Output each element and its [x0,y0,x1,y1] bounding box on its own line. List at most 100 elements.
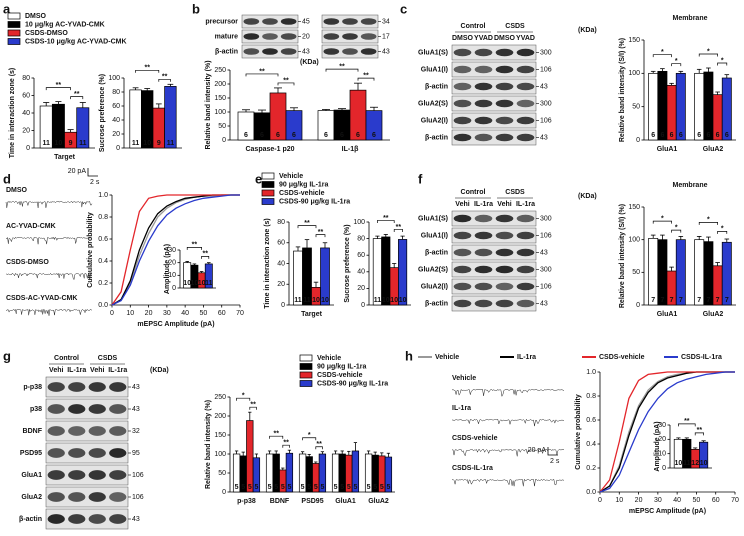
significance-bracket [698,222,718,225]
y-tick-label: 60 [22,92,30,99]
blot-row-label: p38 [30,406,42,413]
sample-size: 7 [697,297,701,304]
blot-band [47,382,65,392]
lane-label: Vehi [49,367,63,374]
legend-marker [7,12,21,20]
blot-band [88,448,106,458]
sample-size: 6 [651,132,655,139]
significance-label: * [675,224,678,231]
y-tick-label: 60 [112,103,120,110]
blot-band [453,116,472,125]
scale-x-label: 2 s [550,458,560,465]
blot-row-label: β-actin [425,83,448,90]
sample-size: 6 [340,132,344,139]
y-axis-label: Relative band intensity (S/I) (%) [619,38,626,142]
blot-band [474,248,493,257]
bar [246,420,254,493]
legend-label: DMSO [25,13,47,20]
legend-label: CSDS-vehicle [279,190,325,197]
trace-label: Vehicle [452,375,476,382]
bar [675,239,686,306]
blot-band [360,48,377,55]
x-tick-label: GluA1 [335,498,356,505]
blot-band [323,33,340,40]
y-tick-label: 250 [214,67,226,74]
significance-label: ** [144,65,150,72]
y-tick-label: 50 [218,123,226,130]
blot-band [47,514,65,524]
kda-unit: (KDa) [578,193,597,200]
sample-size: 10 [198,280,206,287]
significance-bracket [671,63,682,67]
sample-size: 5 [241,484,245,491]
significance-label: * [308,432,311,439]
significance-label: ** [250,402,256,409]
blot-band [109,514,127,524]
significance-bracket [678,423,696,427]
lane-label: IL-1ra [474,201,493,208]
y-tick-label: 1.0 [586,369,596,376]
blot-band [453,282,472,291]
y-tick-label: 100 [214,109,226,116]
blot-band [88,404,106,414]
bar [675,72,686,141]
sample-size: 10 [700,460,708,467]
kda-label: 300 [540,266,552,273]
sample-size: 11 [79,140,87,147]
x-tick-label: GluA2 [703,311,724,318]
trace [5,200,93,208]
x-tick-label: 60 [712,497,720,504]
blot-band [474,99,493,108]
lane-label: YVAD [516,35,535,42]
group-label: Control [461,189,486,196]
y-tick-label: 200 [214,81,226,88]
lane-label: YVAD [474,35,493,42]
y-tick-label: 150 [628,37,640,44]
sample-size: 12 [691,460,699,467]
bar [721,241,732,306]
x-tick-label: 50 [200,310,208,317]
lane-label: Vehi [497,201,511,208]
significance-bracket [325,68,359,72]
significance-bracket [158,78,171,82]
significance-label: ** [273,431,279,438]
blot-band [516,299,535,308]
sample-size: 10 [321,297,329,304]
scale-y-label: 20 pA [68,168,87,175]
blot-band [342,48,358,55]
sample-size: 5 [347,484,351,491]
blot-band [495,133,514,142]
blot-band [280,48,297,55]
x-tick-label: GluA1 [657,311,678,318]
blot-band [109,470,127,480]
blot-band [495,65,514,74]
y-tick-label: 0.8 [586,393,596,400]
kda-label: 95 [132,450,140,457]
kda-label: 32 [132,428,140,435]
significance-label: ** [339,64,345,71]
legend-label: 10 μg/kg AC-YVAD-CMK [25,21,105,28]
blot-row-label: PSD95 [20,450,42,457]
kda-label: 300 [540,100,552,107]
bar [703,71,714,141]
kda-label: 43 [382,48,390,55]
sample-size: 5 [334,484,338,491]
x-tick-label: BDNF [270,498,290,505]
significance-label: ** [304,220,310,227]
legend-marker [299,380,313,387]
y-tick-label: 0.2 [586,465,596,472]
blot-band [453,65,472,74]
sample-size: 10 [312,297,320,304]
blot-band [88,382,106,392]
blot-band [453,99,472,108]
sample-size: 10 [382,297,390,304]
sample-size: 5 [314,484,318,491]
blot-band [516,65,535,74]
blot-band [47,404,65,414]
y-tick-label: 0 [361,302,365,309]
sample-size: 10 [183,280,191,287]
blot-band [495,231,514,240]
legend-marker [299,371,313,379]
legend-marker [299,363,313,370]
sample-size: 6 [697,132,701,139]
